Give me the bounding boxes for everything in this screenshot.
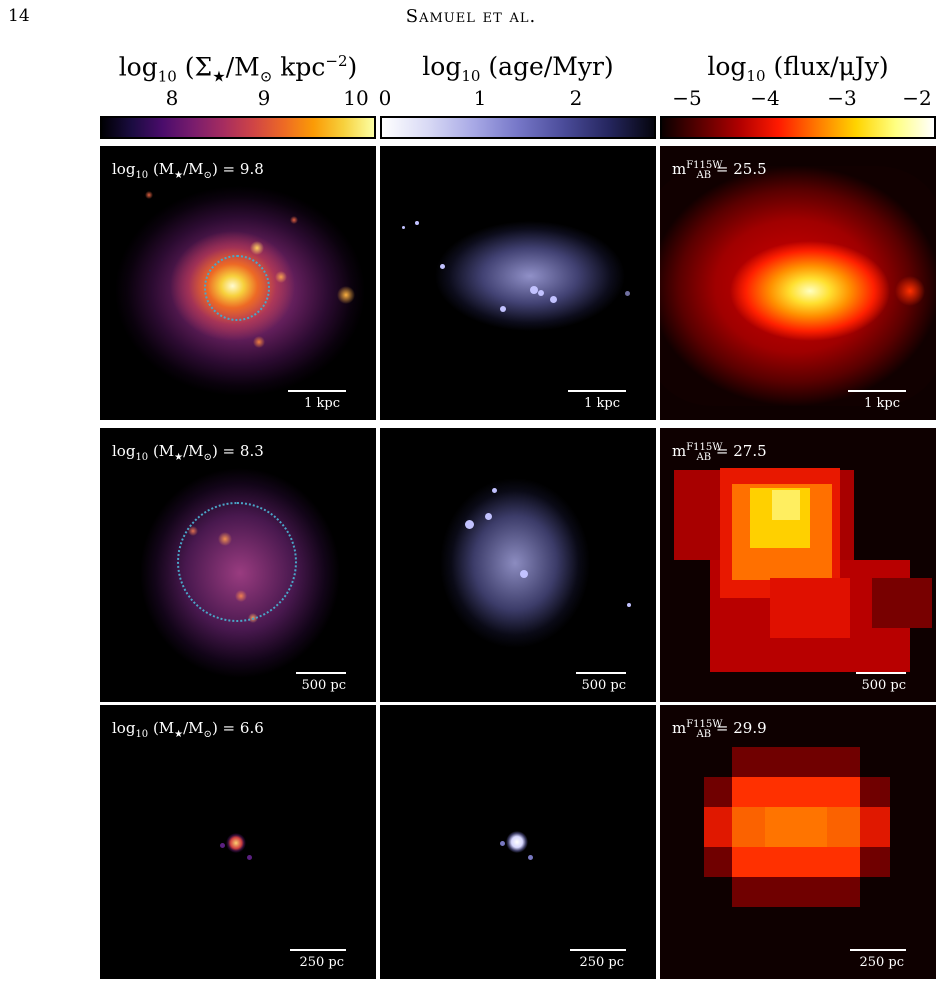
tick-label: −3 [827, 86, 857, 110]
tick-label: 9 [257, 86, 271, 110]
stellar-mass-label: log10 (M★/M⊙) = 6.6 [112, 719, 264, 740]
panel-age-row1: 1 kpc [380, 146, 656, 420]
stellar-mass-label: log10 (M★/M⊙) = 8.3 [112, 442, 264, 463]
colorbar-density [100, 116, 376, 139]
scale-bar-label: 1 kpc [864, 396, 900, 411]
tick-label: −5 [672, 86, 702, 110]
stellar-mass-label: log10 (M★/M⊙) = 9.8 [112, 160, 264, 181]
page-number: 14 [8, 6, 30, 26]
scale-bar [570, 949, 626, 951]
scale-bar [296, 672, 346, 674]
colorbar-title-flux: log10 (flux/μJy) [707, 52, 889, 85]
scale-bar [576, 672, 626, 674]
tick-label: 2 [569, 86, 583, 110]
panel-flux-row2: mF115WAB = 27.5 500 pc [660, 428, 936, 702]
panel-flux-row3: mF115WAB = 29.9 250 pc [660, 705, 936, 979]
scale-bar [856, 672, 906, 674]
scale-bar-label: 500 pc [581, 678, 626, 693]
scale-bar-label: 500 pc [301, 678, 346, 693]
scale-bar [568, 390, 626, 392]
apparent-magnitude-label: mF115WAB = 25.5 [672, 160, 767, 181]
panel-density-row1: log10 (M★/M⊙) = 9.8 1 kpc [100, 146, 376, 420]
colorbar-age [380, 116, 656, 139]
tick-label: −4 [750, 86, 780, 110]
panel-density-row2: log10 (M★/M⊙) = 8.3 500 pc [100, 428, 376, 702]
panel-flux-row1: mF115WAB = 25.5 1 kpc [660, 146, 936, 420]
colorbar-title-density: log10 (Σ★/M⊙ kpc−2) [118, 52, 358, 86]
tick-label: 8 [165, 86, 179, 110]
scale-bar-label: 1 kpc [584, 396, 620, 411]
scale-bar-label: 250 pc [579, 955, 624, 970]
scale-bar [850, 949, 906, 951]
scale-bar [290, 949, 346, 951]
scale-bar-label: 1 kpc [304, 396, 340, 411]
running-title: Samuel et al. [405, 6, 537, 27]
tick-label: 10 [343, 86, 369, 110]
colorbar-title-age: log10 (age/Myr) [422, 52, 614, 85]
panel-age-row2: 500 pc [380, 428, 656, 702]
scale-bar-label: 250 pc [299, 955, 344, 970]
tick-label: 1 [473, 86, 487, 110]
scale-bar [288, 390, 346, 392]
apparent-magnitude-label: mF115WAB = 29.9 [672, 719, 767, 740]
scale-bar-label: 500 pc [861, 678, 906, 693]
apparent-magnitude-label: mF115WAB = 27.5 [672, 442, 767, 463]
scale-bar [848, 390, 906, 392]
colorbar-flux [660, 116, 936, 139]
tick-label: −2 [902, 86, 932, 110]
scale-bar-label: 250 pc [859, 955, 904, 970]
tick-label: 0 [378, 86, 392, 110]
panel-density-row3: log10 (M★/M⊙) = 6.6 250 pc [100, 705, 376, 979]
panel-age-row3: 250 pc [380, 705, 656, 979]
